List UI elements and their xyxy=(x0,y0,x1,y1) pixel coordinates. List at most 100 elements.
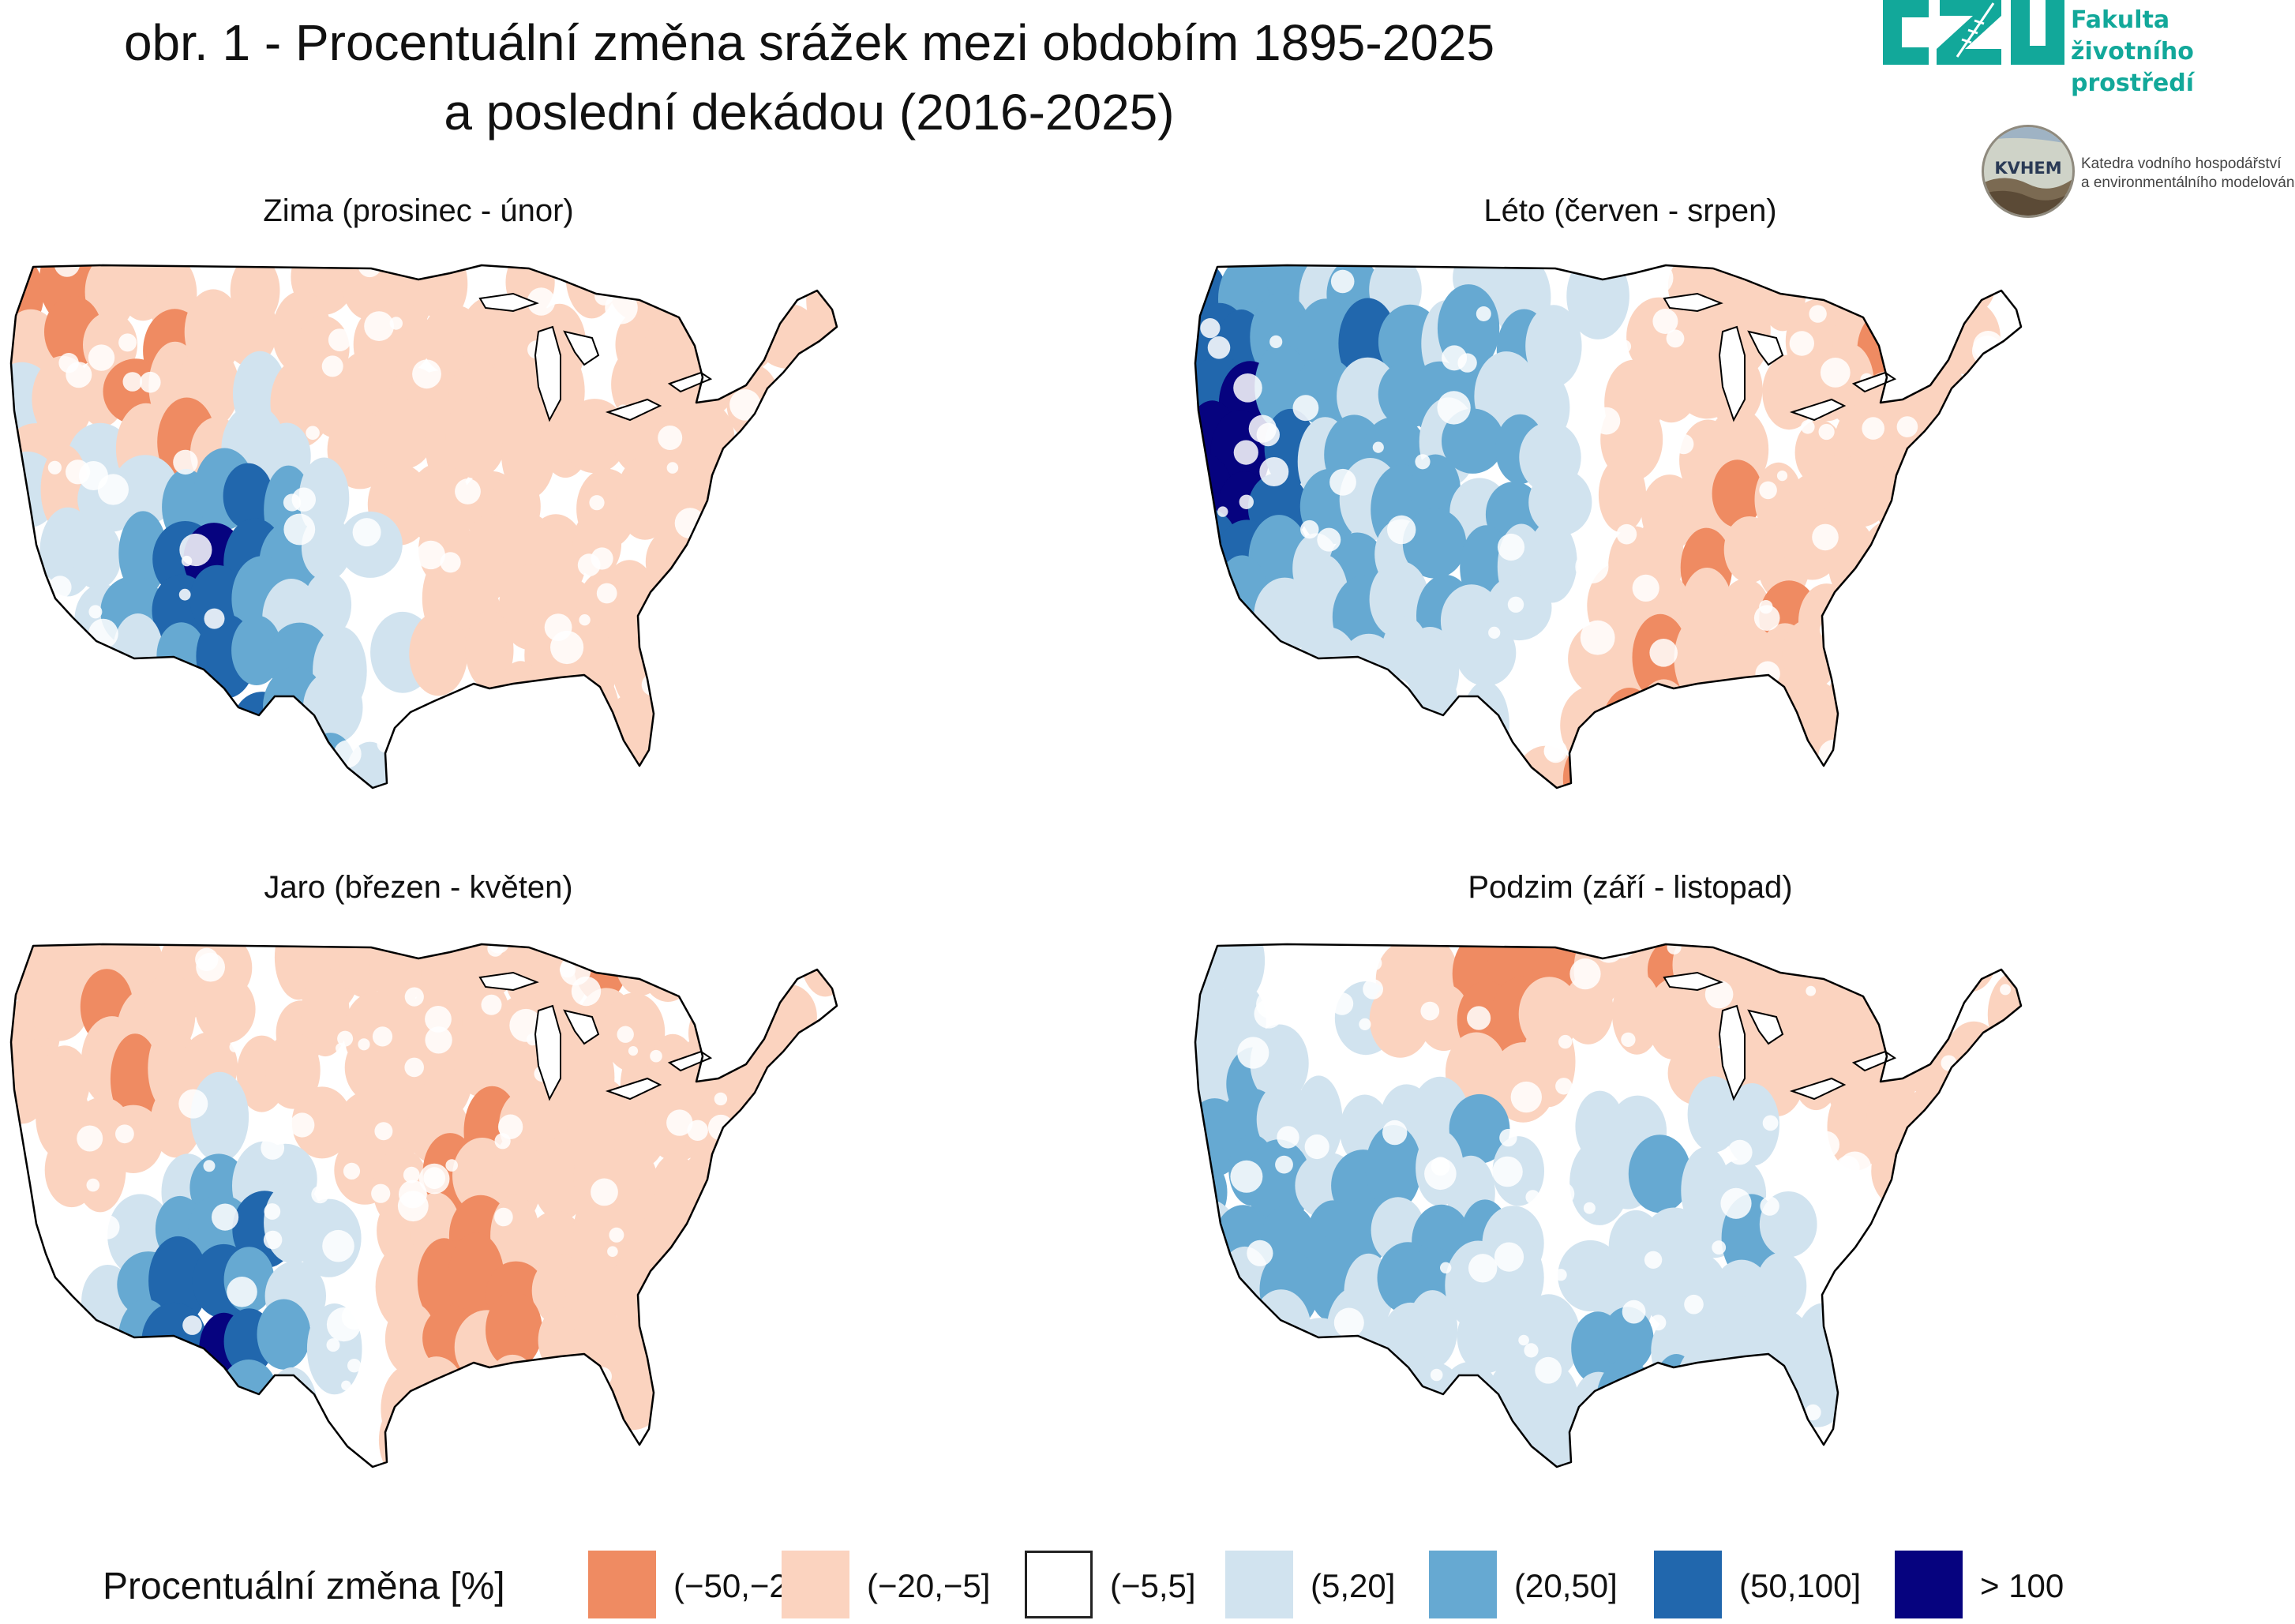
neutral-speckle xyxy=(1943,1277,1970,1303)
neutral-speckle xyxy=(1892,622,1914,643)
neutral-speckle xyxy=(768,648,797,677)
change-patch xyxy=(1628,1135,1691,1213)
change-patch xyxy=(291,1086,353,1159)
precipitation-field xyxy=(1195,265,2021,788)
neutral-speckle xyxy=(1207,336,1231,359)
neutral-speckle xyxy=(1330,269,1355,294)
kvhem-department-logo: KVHEM Katedra vodního hospodářství a env… xyxy=(1982,125,2295,223)
change-patch xyxy=(1674,617,1722,701)
change-patch xyxy=(1402,508,1467,579)
neutral-speckle xyxy=(1909,700,1937,727)
neutral-speckle xyxy=(489,1410,504,1426)
neutral-speckle xyxy=(97,474,129,505)
neutral-speckle xyxy=(1618,339,1632,354)
change-patch xyxy=(1417,984,1470,1052)
neutral-speckle xyxy=(54,265,81,277)
neutral-speckle xyxy=(1667,944,1682,955)
neutral-speckle xyxy=(404,1057,424,1078)
neutral-speckle xyxy=(639,268,660,289)
neutral-speckle xyxy=(1616,523,1637,545)
change-patch xyxy=(152,1346,218,1433)
neutral-speckle xyxy=(1382,1120,1408,1146)
neutral-speckle xyxy=(771,532,805,567)
change-patch xyxy=(1975,1048,2021,1114)
panel-title-summer: Léto (červen - srpen) xyxy=(1483,193,1777,228)
neutral-speckle xyxy=(1363,979,1383,1000)
neutral-speckle xyxy=(687,1120,708,1141)
change-patch xyxy=(769,1361,825,1443)
neutral-speckle xyxy=(79,1217,100,1239)
neutral-speckle xyxy=(666,1109,693,1136)
neutral-speckle xyxy=(1488,626,1501,639)
neutral-speckle xyxy=(328,328,351,351)
neutral-speckle xyxy=(37,667,51,681)
neutral-speckle xyxy=(1387,515,1416,545)
neutral-speckle xyxy=(122,372,143,392)
change-patch xyxy=(715,1243,768,1315)
change-patch xyxy=(1295,726,1347,788)
neutral-speckle xyxy=(358,265,382,278)
neutral-speckle xyxy=(1944,774,1959,788)
change-patch xyxy=(463,682,516,750)
change-patch xyxy=(1262,748,1315,788)
neutral-speckle xyxy=(1762,1115,1779,1131)
neutral-speckle xyxy=(1644,1251,1663,1269)
neutral-speckle xyxy=(1329,714,1348,731)
neutral-speckle xyxy=(1525,1190,1540,1205)
change-patch xyxy=(1782,505,1843,580)
change-patch xyxy=(692,1262,743,1339)
change-patch xyxy=(793,416,837,484)
neutral-speckle xyxy=(1842,648,1873,680)
neutral-speckle xyxy=(311,1185,329,1204)
neutral-speckle xyxy=(1818,423,1835,441)
change-patch xyxy=(753,452,812,533)
neutral-speckle xyxy=(1650,1064,1663,1077)
neutral-speckle xyxy=(666,462,679,474)
change-patch xyxy=(303,572,352,638)
change-patch xyxy=(1455,620,1517,686)
change-patch xyxy=(800,1191,837,1279)
change-patch xyxy=(459,1409,519,1467)
change-patch xyxy=(1987,1195,2021,1266)
neutral-speckle xyxy=(404,987,424,1007)
great-lake xyxy=(478,292,539,313)
neutral-speckle xyxy=(1269,335,1283,348)
neutral-speckle xyxy=(290,1112,315,1138)
change-patch xyxy=(265,1032,321,1109)
neutral-speckle xyxy=(1952,1427,1970,1446)
change-patch xyxy=(1221,1352,1283,1428)
neutral-speckle xyxy=(171,1448,204,1467)
change-patch xyxy=(1572,1371,1625,1444)
change-patch xyxy=(257,1299,311,1370)
faculty-name: Fakulta životního prostředí xyxy=(2071,5,2295,99)
neutral-speckle xyxy=(1497,533,1525,561)
change-patch xyxy=(1981,357,2021,426)
change-patch xyxy=(112,455,178,525)
neutral-speckle xyxy=(1701,1381,1735,1415)
neutral-speckle xyxy=(306,426,320,441)
neutral-speckle xyxy=(1738,944,1749,946)
figure-title: obr. 1 - Procentuální změna srážek mezi … xyxy=(79,8,1539,147)
change-patch xyxy=(266,1367,318,1449)
neutral-speckle xyxy=(1812,1131,1839,1159)
neutral-speckle xyxy=(182,1315,202,1335)
neutral-speckle xyxy=(509,1008,543,1042)
neutral-speckle xyxy=(549,1371,571,1393)
neutral-speckle xyxy=(1986,774,2018,788)
great-lake xyxy=(534,325,561,422)
neutral-speckle xyxy=(699,1305,724,1330)
neutral-speckle xyxy=(413,766,430,784)
neutral-speckle xyxy=(11,702,23,714)
change-patch xyxy=(1326,728,1391,788)
change-patch xyxy=(369,401,434,470)
panel-title-spring: Jaro (březen - květen) xyxy=(264,870,573,905)
neutral-speckle xyxy=(1468,1254,1498,1283)
neutral-speckle xyxy=(1580,620,1615,655)
panel-title-winter: Zima (prosinec - únor) xyxy=(263,193,574,228)
neutral-speckle xyxy=(178,588,191,601)
neutral-speckle xyxy=(554,786,567,788)
change-patch xyxy=(1527,520,1577,603)
change-patch xyxy=(791,1052,837,1121)
neutral-speckle xyxy=(1333,1307,1364,1338)
change-patch xyxy=(1195,1258,1235,1345)
